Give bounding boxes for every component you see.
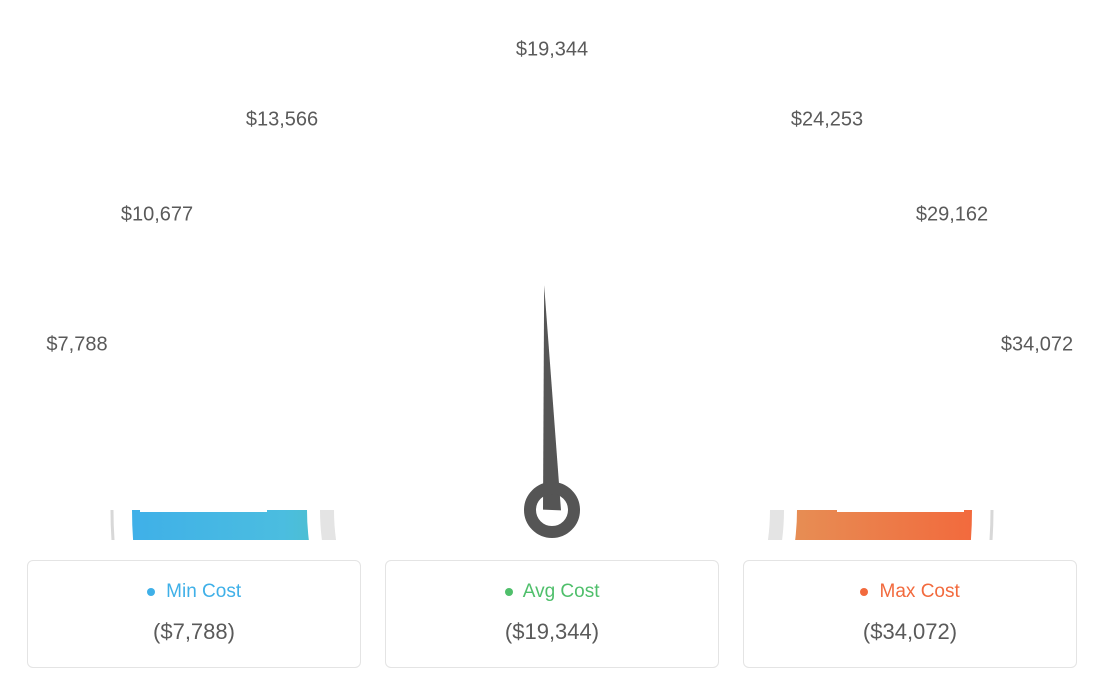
max-cost-card: Max Cost ($34,072) (743, 560, 1077, 668)
max-cost-label: Max Cost (880, 581, 960, 602)
gauge-scale-label: $24,253 (791, 109, 863, 132)
gauge-scale-label: $7,788 (46, 334, 107, 357)
gauge-svg (27, 20, 1077, 540)
min-cost-card: Min Cost ($7,788) (27, 560, 361, 668)
max-cost-value: ($34,072) (754, 619, 1066, 645)
gauge-scale-label: $10,677 (121, 204, 193, 227)
summary-cards: Min Cost ($7,788) Avg Cost ($19,344) Max… (27, 560, 1077, 668)
min-cost-label: Min Cost (166, 581, 241, 602)
gauge-scale-label: $19,344 (516, 39, 588, 62)
min-cost-title: Min Cost (38, 581, 350, 603)
avg-cost-value: ($19,344) (396, 619, 708, 645)
avg-cost-title: Avg Cost (396, 581, 708, 603)
gauge-scale-label: $13,566 (246, 109, 318, 132)
avg-cost-dot (505, 588, 513, 596)
gauge-scale-label: $29,162 (916, 204, 988, 227)
gauge-scale-label: $34,072 (1001, 334, 1073, 357)
gauge-chart: $7,788 $10,677 $13,566 $19,344 $24,253 $29,16… (27, 20, 1077, 540)
min-cost-dot (147, 588, 155, 596)
max-cost-title: Max Cost (754, 581, 1066, 603)
min-cost-value: ($7,788) (38, 619, 350, 645)
max-cost-dot (860, 588, 868, 596)
avg-cost-label: Avg Cost (523, 581, 600, 602)
avg-cost-card: Avg Cost ($19,344) (385, 560, 719, 668)
